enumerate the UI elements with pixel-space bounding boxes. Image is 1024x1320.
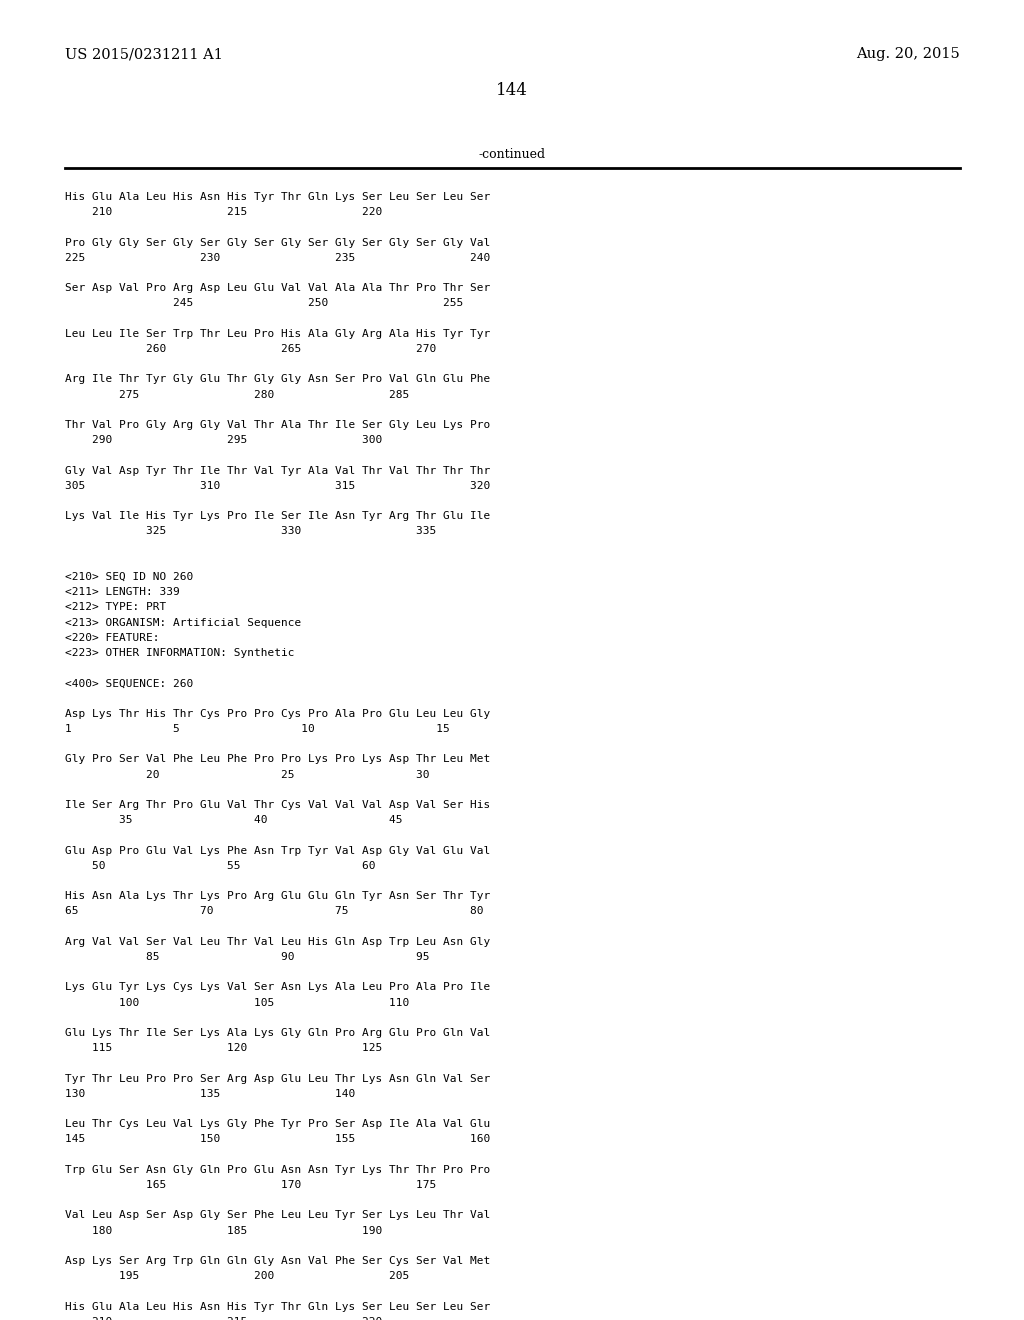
Text: Ile Ser Arg Thr Pro Glu Val Thr Cys Val Val Val Asp Val Ser His: Ile Ser Arg Thr Pro Glu Val Thr Cys Val … [65,800,490,810]
Text: Asp Lys Thr His Thr Cys Pro Pro Cys Pro Ala Pro Glu Leu Leu Gly: Asp Lys Thr His Thr Cys Pro Pro Cys Pro … [65,709,490,719]
Text: Leu Leu Ile Ser Trp Thr Leu Pro His Ala Gly Arg Ala His Tyr Tyr: Leu Leu Ile Ser Trp Thr Leu Pro His Ala … [65,329,490,339]
Text: 65                  70                  75                  80: 65 70 75 80 [65,907,483,916]
Text: Lys Glu Tyr Lys Cys Lys Val Ser Asn Lys Ala Leu Pro Ala Pro Ile: Lys Glu Tyr Lys Cys Lys Val Ser Asn Lys … [65,982,490,993]
Text: 85                  90                  95: 85 90 95 [65,952,429,962]
Text: Aug. 20, 2015: Aug. 20, 2015 [856,48,961,61]
Text: His Asn Ala Lys Thr Lys Pro Arg Glu Glu Gln Tyr Asn Ser Thr Tyr: His Asn Ala Lys Thr Lys Pro Arg Glu Glu … [65,891,490,902]
Text: 275                 280                 285: 275 280 285 [65,389,410,400]
Text: Trp Glu Ser Asn Gly Gln Pro Glu Asn Asn Tyr Lys Thr Thr Pro Pro: Trp Glu Ser Asn Gly Gln Pro Glu Asn Asn … [65,1164,490,1175]
Text: <211> LENGTH: 339: <211> LENGTH: 339 [65,587,180,597]
Text: -continued: -continued [478,148,546,161]
Text: 165                 170                 175: 165 170 175 [65,1180,436,1191]
Text: 1               5                  10                  15: 1 5 10 15 [65,723,450,734]
Text: Glu Asp Pro Glu Val Lys Phe Asn Trp Tyr Val Asp Gly Val Glu Val: Glu Asp Pro Glu Val Lys Phe Asn Trp Tyr … [65,846,490,855]
Text: 130                 135                 140: 130 135 140 [65,1089,355,1098]
Text: 225                 230                 235                 240: 225 230 235 240 [65,253,490,263]
Text: 210                 215                 220: 210 215 220 [65,1317,382,1320]
Text: 210                 215                 220: 210 215 220 [65,207,382,218]
Text: US 2015/0231211 A1: US 2015/0231211 A1 [65,48,223,61]
Text: <400> SEQUENCE: 260: <400> SEQUENCE: 260 [65,678,194,689]
Text: 290                 295                 300: 290 295 300 [65,436,382,445]
Text: 305                 310                 315                 320: 305 310 315 320 [65,480,490,491]
Text: 245                 250                 255: 245 250 255 [65,298,463,309]
Text: His Glu Ala Leu His Asn His Tyr Thr Gln Lys Ser Leu Ser Leu Ser: His Glu Ala Leu His Asn His Tyr Thr Gln … [65,1302,490,1312]
Text: <213> ORGANISM: Artificial Sequence: <213> ORGANISM: Artificial Sequence [65,618,301,627]
Text: <210> SEQ ID NO 260: <210> SEQ ID NO 260 [65,572,194,582]
Text: 195                 200                 205: 195 200 205 [65,1271,410,1282]
Text: Pro Gly Gly Ser Gly Ser Gly Ser Gly Ser Gly Ser Gly Ser Gly Val: Pro Gly Gly Ser Gly Ser Gly Ser Gly Ser … [65,238,490,248]
Text: Lys Val Ile His Tyr Lys Pro Ile Ser Ile Asn Tyr Arg Thr Glu Ile: Lys Val Ile His Tyr Lys Pro Ile Ser Ile … [65,511,490,521]
Text: Arg Val Val Ser Val Leu Thr Val Leu His Gln Asp Trp Leu Asn Gly: Arg Val Val Ser Val Leu Thr Val Leu His … [65,937,490,946]
Text: <220> FEATURE:: <220> FEATURE: [65,632,160,643]
Text: 50                  55                  60: 50 55 60 [65,861,376,871]
Text: Gly Pro Ser Val Phe Leu Phe Pro Pro Lys Pro Lys Asp Thr Leu Met: Gly Pro Ser Val Phe Leu Phe Pro Pro Lys … [65,755,490,764]
Text: Asp Lys Ser Arg Trp Gln Gln Gly Asn Val Phe Ser Cys Ser Val Met: Asp Lys Ser Arg Trp Gln Gln Gly Asn Val … [65,1257,490,1266]
Text: Tyr Thr Leu Pro Pro Ser Arg Asp Glu Leu Thr Lys Asn Gln Val Ser: Tyr Thr Leu Pro Pro Ser Arg Asp Glu Leu … [65,1073,490,1084]
Text: 20                  25                  30: 20 25 30 [65,770,429,780]
Text: 325                 330                 335: 325 330 335 [65,527,436,536]
Text: Gly Val Asp Tyr Thr Ile Thr Val Tyr Ala Val Thr Val Thr Thr Thr: Gly Val Asp Tyr Thr Ile Thr Val Tyr Ala … [65,466,490,475]
Text: Thr Val Pro Gly Arg Gly Val Thr Ala Thr Ile Ser Gly Leu Lys Pro: Thr Val Pro Gly Arg Gly Val Thr Ala Thr … [65,420,490,430]
Text: <223> OTHER INFORMATION: Synthetic: <223> OTHER INFORMATION: Synthetic [65,648,295,657]
Text: 144: 144 [496,82,528,99]
Text: 260                 265                 270: 260 265 270 [65,345,436,354]
Text: <212> TYPE: PRT: <212> TYPE: PRT [65,602,166,612]
Text: Leu Thr Cys Leu Val Lys Gly Phe Tyr Pro Ser Asp Ile Ala Val Glu: Leu Thr Cys Leu Val Lys Gly Phe Tyr Pro … [65,1119,490,1129]
Text: 115                 120                 125: 115 120 125 [65,1043,382,1053]
Text: 100                 105                 110: 100 105 110 [65,998,410,1007]
Text: His Glu Ala Leu His Asn His Tyr Thr Gln Lys Ser Leu Ser Leu Ser: His Glu Ala Leu His Asn His Tyr Thr Gln … [65,191,490,202]
Text: Glu Lys Thr Ile Ser Lys Ala Lys Gly Gln Pro Arg Glu Pro Gln Val: Glu Lys Thr Ile Ser Lys Ala Lys Gly Gln … [65,1028,490,1038]
Text: 180                 185                 190: 180 185 190 [65,1225,382,1236]
Text: Arg Ile Thr Tyr Gly Glu Thr Gly Gly Asn Ser Pro Val Gln Glu Phe: Arg Ile Thr Tyr Gly Glu Thr Gly Gly Asn … [65,375,490,384]
Text: Ser Asp Val Pro Arg Asp Leu Glu Val Val Ala Ala Thr Pro Thr Ser: Ser Asp Val Pro Arg Asp Leu Glu Val Val … [65,284,490,293]
Text: 145                 150                 155                 160: 145 150 155 160 [65,1134,490,1144]
Text: 35                  40                  45: 35 40 45 [65,816,402,825]
Text: Val Leu Asp Ser Asp Gly Ser Phe Leu Leu Tyr Ser Lys Leu Thr Val: Val Leu Asp Ser Asp Gly Ser Phe Leu Leu … [65,1210,490,1221]
